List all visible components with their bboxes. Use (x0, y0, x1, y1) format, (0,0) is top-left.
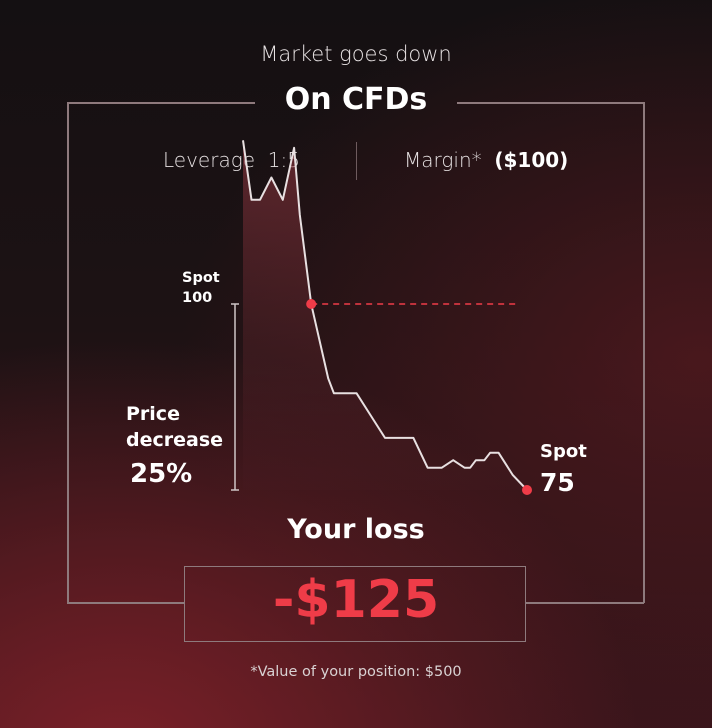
frame-top-right (457, 102, 644, 104)
subtitle: Market goes down (260, 42, 452, 66)
price-line (242, 140, 528, 491)
price-label-line1: Price (126, 403, 180, 425)
loss-box (184, 566, 526, 642)
start-point (306, 299, 317, 309)
loss-value: -$125 (272, 570, 440, 630)
margin-value: ($100) (494, 148, 569, 172)
loss-label: Your loss (287, 514, 425, 545)
spot-end-value: 75 (540, 468, 575, 497)
price-area (243, 140, 527, 491)
spot-start-value: 100 (182, 290, 212, 306)
end-point (522, 485, 532, 495)
param-separator (356, 142, 357, 180)
margin-label: Margin* (404, 148, 482, 172)
spot-end-label: Spot (540, 441, 587, 462)
frame-left (67, 102, 69, 603)
frame-top-left (68, 102, 255, 104)
price-label-line2: decrease (126, 429, 223, 451)
frame-right (643, 102, 645, 603)
page-title: On CFDs (284, 82, 428, 117)
price-change-percent: 25% (130, 459, 192, 489)
frame-bottom-left (67, 602, 184, 604)
spot-start-label: Spot (182, 270, 220, 286)
leverage-label: Leverage (163, 148, 256, 172)
footnote: *Value of your position: $500 (250, 664, 462, 680)
margin-info: Margin* ($100) (404, 148, 568, 172)
frame-bottom-right (526, 602, 644, 604)
